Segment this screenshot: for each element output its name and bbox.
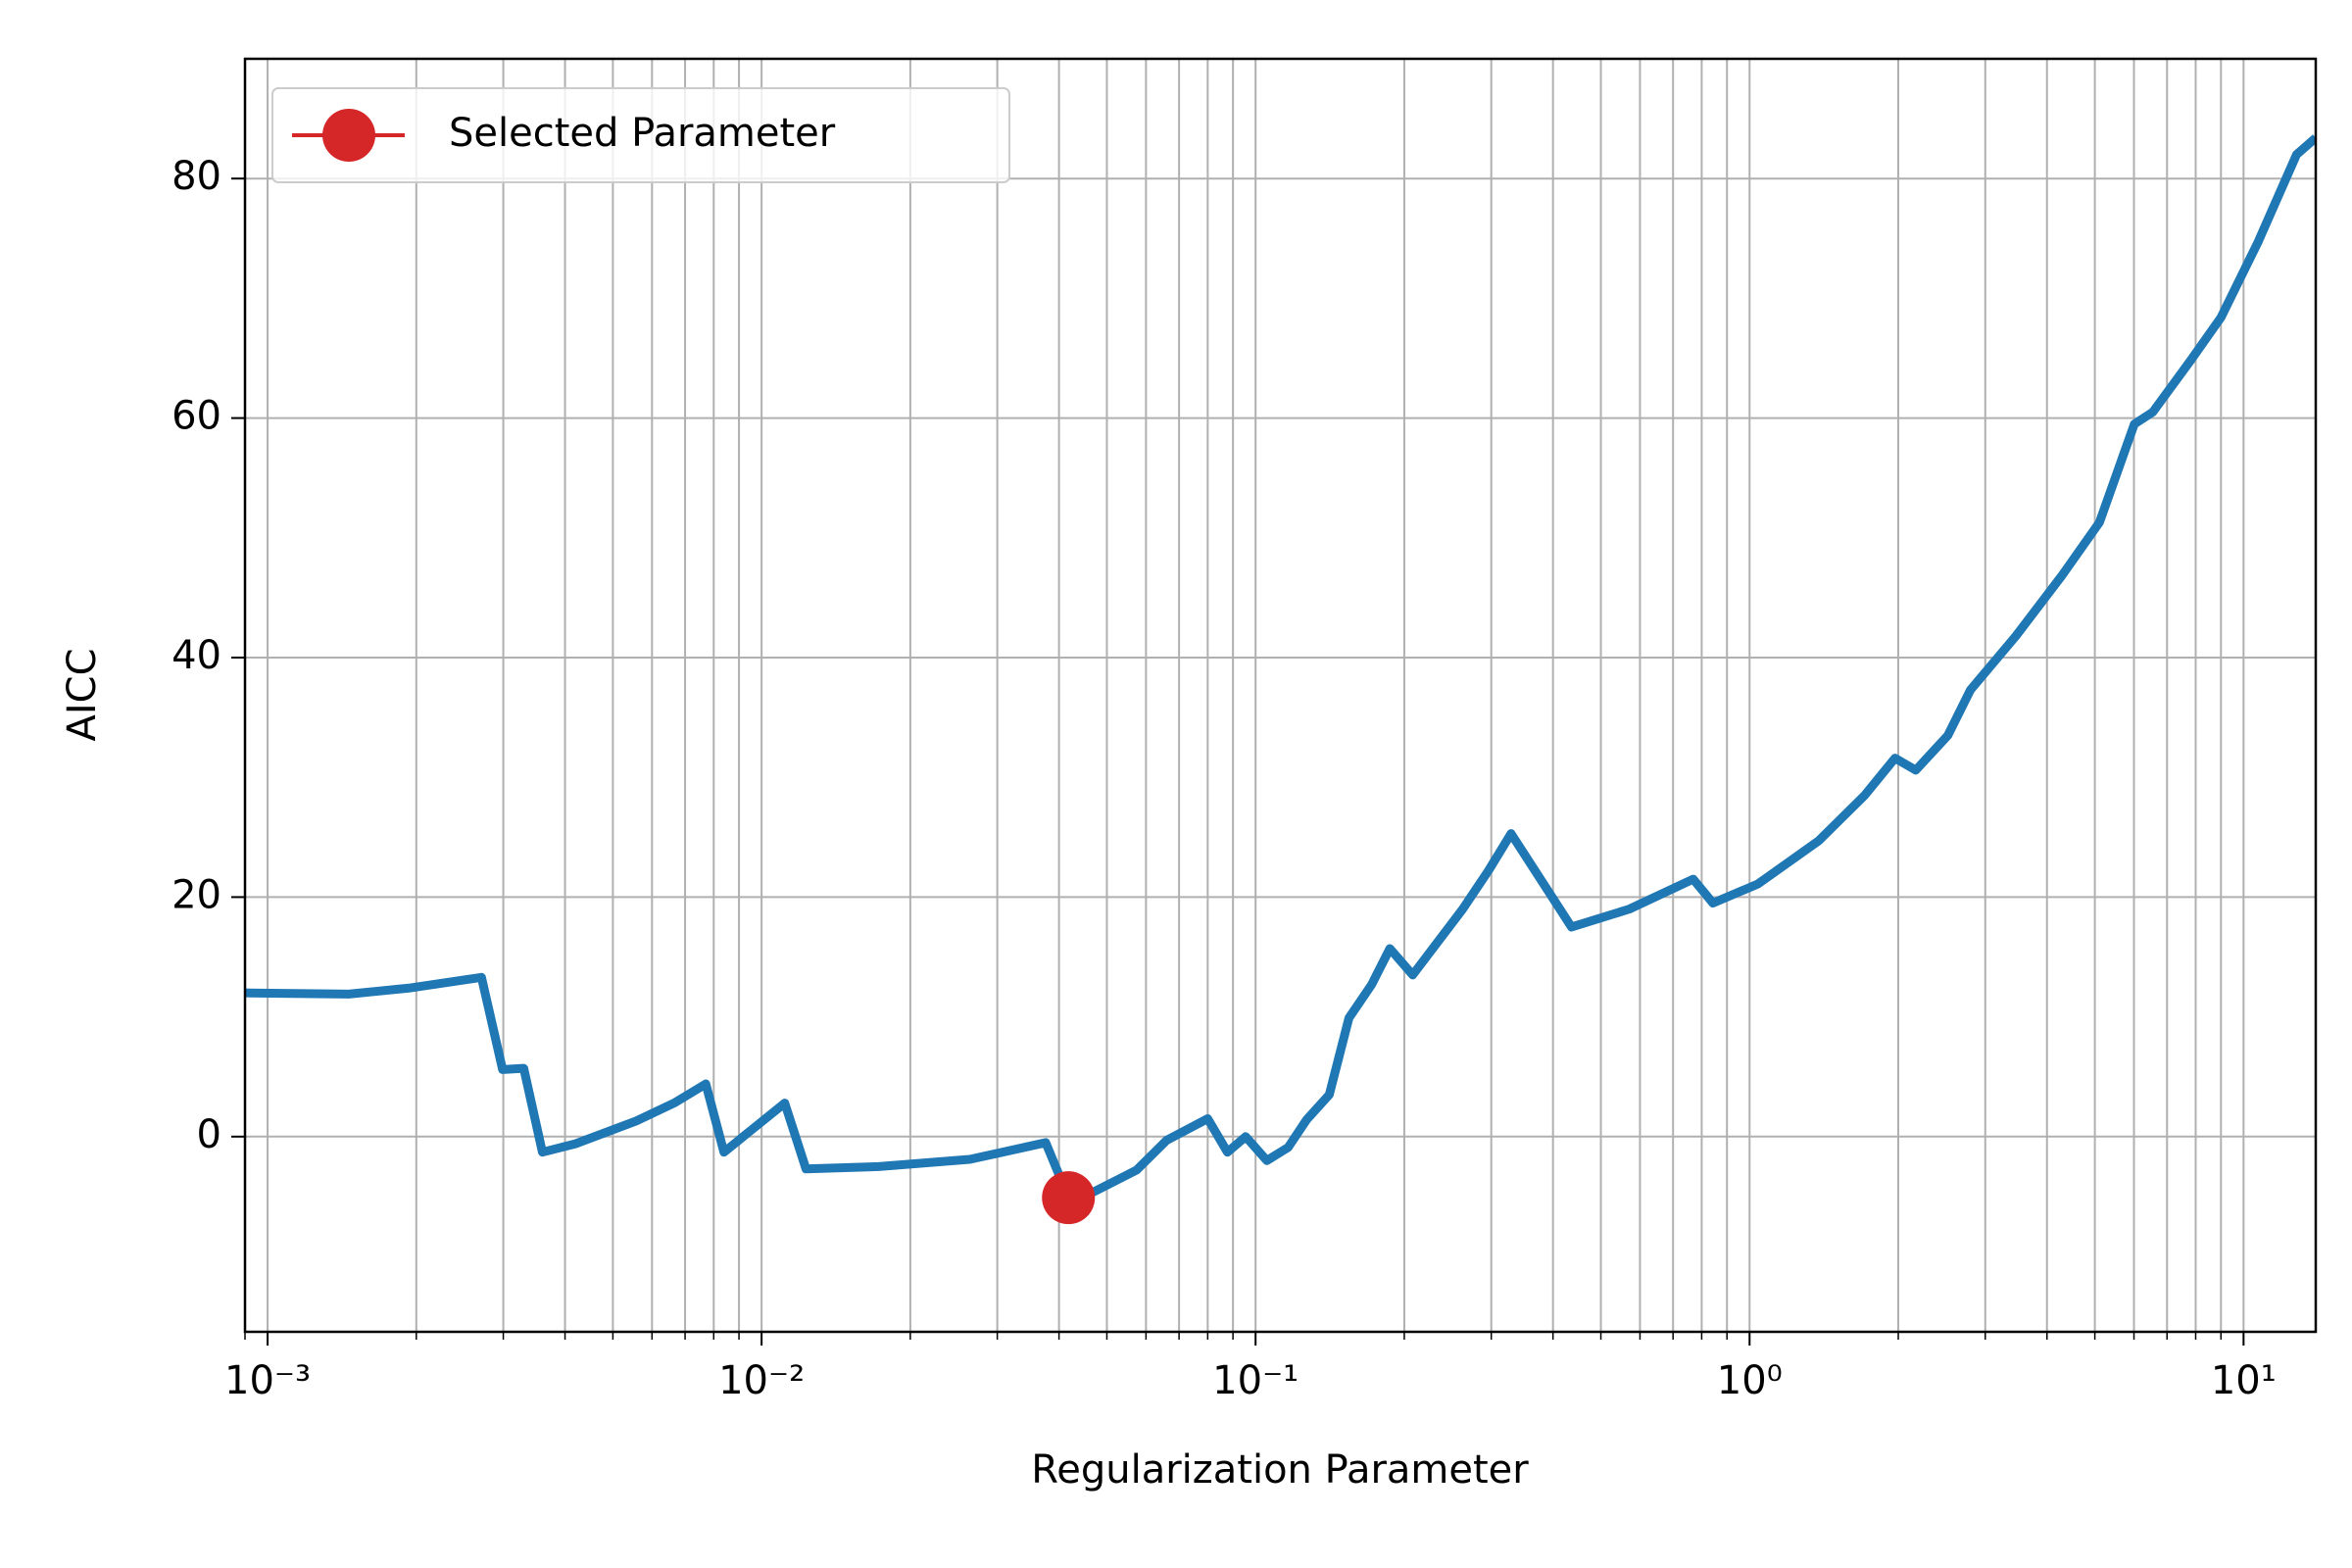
legend-marker xyxy=(322,109,375,162)
x-tick-label: 10⁻² xyxy=(718,1358,805,1403)
y-tick-label: 40 xyxy=(172,633,221,678)
x-tick-label: 10⁻¹ xyxy=(1212,1358,1298,1403)
axes-frame xyxy=(243,57,2318,1334)
marker xyxy=(1042,1171,1096,1225)
line xyxy=(245,134,2316,1202)
legend-box xyxy=(271,87,1010,183)
y-tick-label: 0 xyxy=(197,1112,221,1157)
y-tick-label: 20 xyxy=(172,872,221,917)
plot-area xyxy=(245,134,2316,1225)
x-axis-label: Regularization Parameter xyxy=(1031,1447,1529,1493)
x-tick-label: 10¹ xyxy=(2211,1358,2277,1403)
legend-label: Selected Parameter xyxy=(449,111,836,156)
x-tick-label: 10⁻³ xyxy=(224,1358,311,1403)
y-tick-label: 80 xyxy=(172,154,221,199)
y-axis-label: AICC xyxy=(60,648,105,741)
y-tick-label: 60 xyxy=(172,394,221,439)
x-tick-label: 10⁰ xyxy=(1717,1358,1783,1403)
